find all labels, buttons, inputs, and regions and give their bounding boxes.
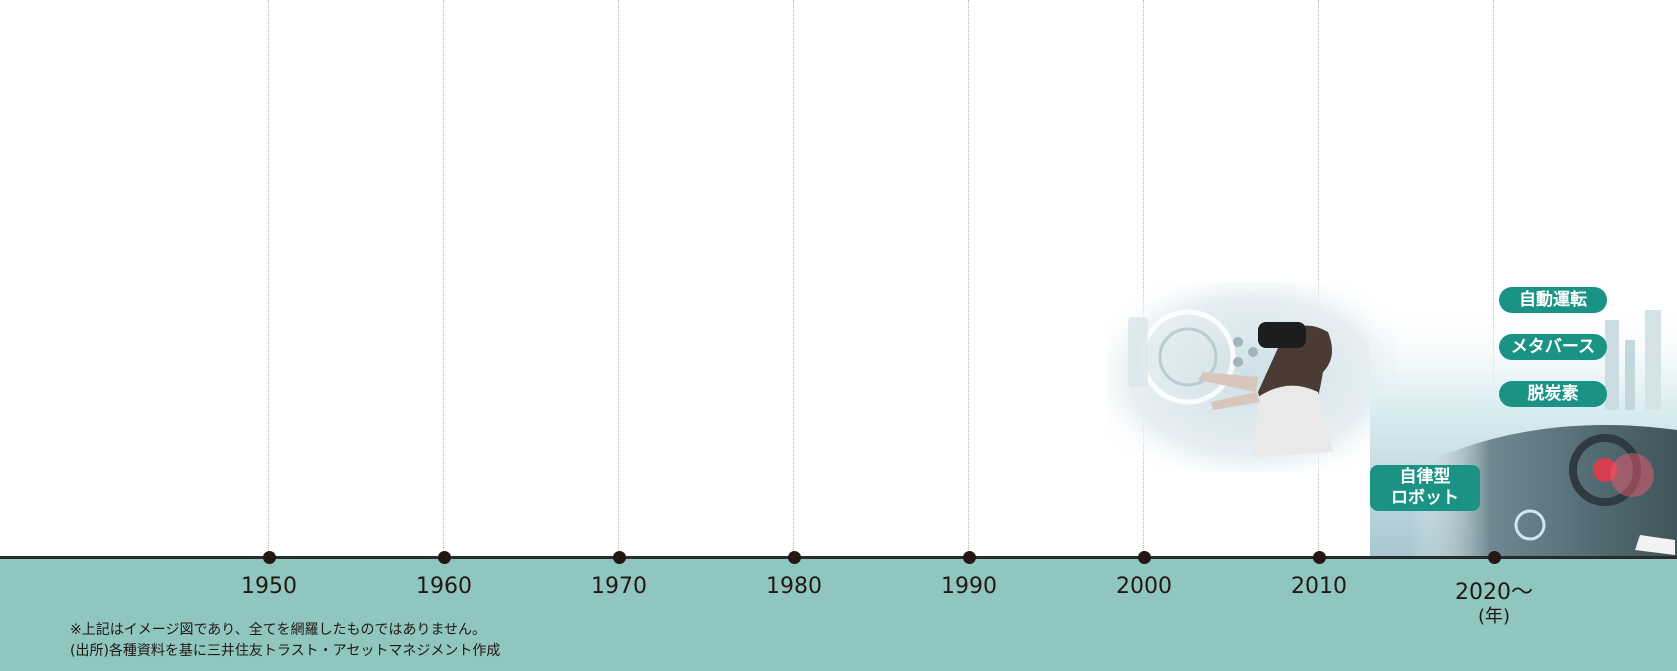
- gridline-1990: [968, 0, 969, 556]
- tag-autonomous-robot: 自律型 ロボット: [1370, 465, 1480, 511]
- gridline-1960: [443, 0, 444, 556]
- gridline-2000: [1143, 0, 1144, 556]
- gridline-1970: [618, 0, 619, 556]
- gridline-1950: [268, 0, 269, 556]
- year-label: 1990: [941, 574, 997, 599]
- year-label: 2020〜: [1455, 580, 1533, 605]
- source-note: (出所)各種資料を基に三井住友トラスト・アセットマネジメント作成: [70, 643, 501, 659]
- tag-metaverse: メタバース: [1499, 334, 1607, 360]
- marker-2020: [1487, 551, 1501, 564]
- tag-autonomous-robot-line1: 自律型: [1399, 467, 1451, 487]
- timeline-axis: [0, 556, 1677, 559]
- car-cockpit-image: [1370, 300, 1677, 557]
- vr-user-image: [1108, 282, 1398, 472]
- marker-2010: [1312, 551, 1326, 564]
- year-label: 2000: [1116, 574, 1172, 599]
- marker-1970: [612, 551, 626, 564]
- marker-1950: [262, 551, 276, 564]
- tag-decarbonization: 脱炭素: [1499, 381, 1607, 407]
- timeline-band: [0, 557, 1677, 671]
- tag-autonomous-robot-line2: ロボット: [1391, 488, 1459, 508]
- year-label: 2010: [1291, 574, 1347, 599]
- year-unit-label: (年): [1477, 606, 1511, 627]
- year-label: 1980: [766, 574, 822, 599]
- marker-2000: [1137, 551, 1151, 564]
- marker-1980: [787, 551, 801, 564]
- gridline-1980: [793, 0, 794, 556]
- year-label: 1950: [241, 574, 297, 599]
- tag-autonomous-driving: 自動運転: [1499, 287, 1607, 313]
- disclaimer-note: ※上記はイメージ図であり、全てを網羅したものではありません。: [70, 622, 487, 638]
- gridline-2020: [1493, 0, 1494, 556]
- year-label: 1970: [591, 574, 647, 599]
- marker-1960: [437, 551, 451, 564]
- gridline-2010: [1318, 0, 1319, 556]
- year-label: 1960: [416, 574, 472, 599]
- marker-1990: [962, 551, 976, 564]
